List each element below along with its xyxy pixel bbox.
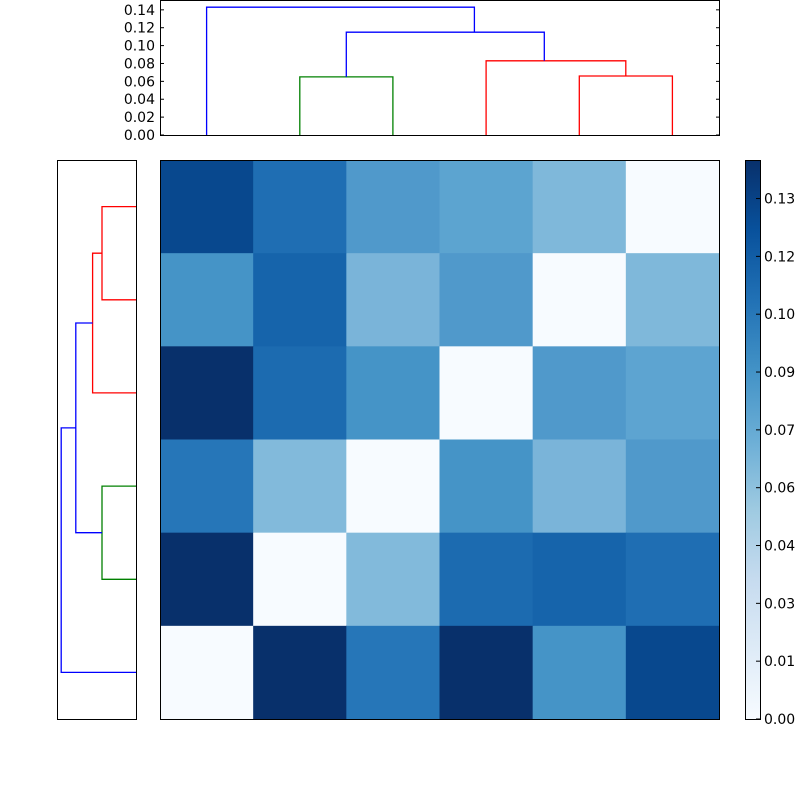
heatmap-cell [626, 160, 720, 254]
heatmap-cell [626, 346, 720, 440]
colorbar-tick-label: 0.07 [764, 423, 795, 439]
top-dendrogram-links [207, 7, 673, 135]
heatmap-cell [160, 160, 254, 254]
y-tick-label: 0.12 [124, 21, 155, 37]
dendrogram-link [486, 61, 626, 135]
dendrogram-link [579, 76, 672, 135]
colorbar-tick-label: 0.03 [764, 596, 795, 612]
heatmap-cell [160, 626, 254, 720]
colorbar-tick-label: 0.01 [764, 654, 795, 670]
heatmap-cell [160, 346, 254, 440]
dendrogram-link [102, 207, 136, 300]
heatmap-cells [160, 160, 720, 720]
heatmap-cell [346, 533, 440, 627]
heatmap-cell [440, 626, 534, 720]
left-dendrogram-frame [58, 161, 137, 720]
dendrogram-link [76, 323, 102, 533]
dendrogram-link [93, 253, 136, 393]
heatmap-cell [533, 626, 627, 720]
heatmap-cell [626, 626, 720, 720]
heatmap-cell [440, 346, 534, 440]
heatmap-cell [533, 160, 627, 254]
colorbar-tick-label: 0.09 [764, 365, 795, 381]
dendrogram-link [61, 428, 136, 673]
heatmap-cell [253, 253, 347, 347]
colorbar-gradient [745, 160, 760, 719]
heatmap-cell [160, 253, 254, 347]
heatmap-cell [626, 440, 720, 534]
left-dendrogram [58, 161, 137, 720]
heatmap-cell [346, 440, 440, 534]
colorbar: 0.00 0.01 0.03 0.04 0.06 0.07 0.09 0.10 0.12 0.13 [745, 160, 795, 728]
left-dendrogram-links [61, 207, 136, 673]
y-tick-label: 0.04 [124, 92, 155, 108]
heatmap-cell [160, 440, 254, 534]
heatmap-cell [253, 533, 347, 627]
top-dendrogram-yaxis: 0.00 0.02 0.04 0.06 0.080.10 0.12 0.14 [124, 3, 720, 144]
y-tick-label: 0.08 [124, 56, 155, 72]
y-tick-label: 0.00 [124, 128, 155, 144]
heatmap-cell [626, 533, 720, 627]
colorbar-tick-label: 0.13 [764, 192, 795, 208]
heatmap-cell [440, 440, 534, 534]
heatmap-cell [533, 346, 627, 440]
heatmap-cell [253, 160, 347, 254]
heatmap-cell [440, 253, 534, 347]
heatmap-cell [346, 346, 440, 440]
colorbar-tick-label: 0.00 [764, 712, 795, 728]
heatmap-cell [440, 533, 534, 627]
top-dendrogram: 0.00 0.02 0.04 0.06 0.080.10 0.12 0.14 [124, 1, 720, 145]
colorbar-tick-label: 0.06 [764, 481, 795, 497]
colorbar-tick-label: 0.12 [764, 249, 795, 265]
y-tick-label: 0.02 [124, 110, 155, 126]
heatmap-cell [533, 253, 627, 347]
heatmap-cell [626, 253, 720, 347]
heatmap-cell [346, 626, 440, 720]
heatmap-cell [253, 440, 347, 534]
heatmap [160, 160, 720, 720]
heatmap-cell [160, 533, 254, 627]
dendrogram-link [346, 32, 544, 77]
heatmap-cell [533, 533, 627, 627]
heatmap-cell [253, 346, 347, 440]
clustermap-figure: 0.000.020.040.060.080.100.120.14 0.000.0… [0, 0, 800, 800]
y-tick-label: 0.06 [124, 74, 155, 90]
heatmap-cell [253, 626, 347, 720]
colorbar-tick-label: 0.10 [764, 307, 795, 323]
colorbar-ticks: 0.00 0.01 0.03 0.04 0.06 0.07 0.09 0.10 0.12 0.13 [756, 192, 795, 728]
dendrogram-link [300, 77, 393, 135]
dendrogram-link [102, 486, 136, 579]
y-tick-label: 0.10 [124, 39, 155, 55]
heatmap-cell [346, 160, 440, 254]
colorbar-tick-label: 0.04 [764, 539, 795, 555]
y-tick-label: 0.14 [124, 3, 155, 19]
heatmap-cell [440, 160, 534, 254]
top-dendrogram-frame [161, 1, 720, 136]
dendrogram-link [207, 7, 475, 135]
heatmap-cell [533, 440, 627, 534]
heatmap-cell [346, 253, 440, 347]
